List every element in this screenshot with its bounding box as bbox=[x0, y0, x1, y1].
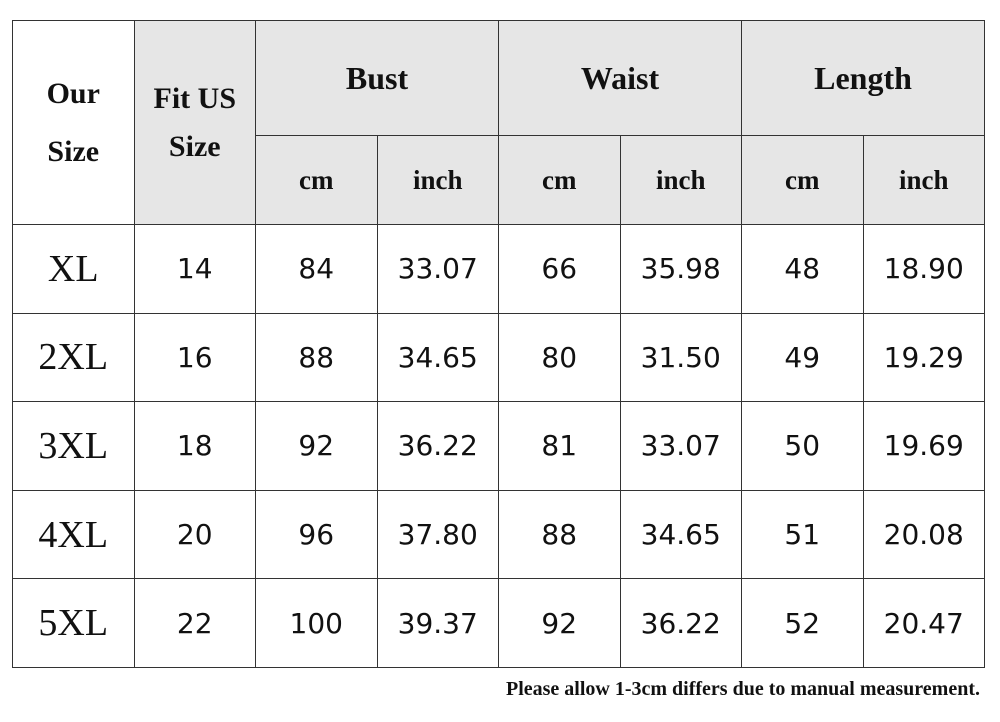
size-header: Our Size bbox=[12, 20, 135, 225]
fit-header: Fit US Size bbox=[133, 20, 256, 225]
data-cell: 22 bbox=[133, 578, 256, 668]
data-cell: 88 bbox=[255, 312, 378, 403]
data-cell: 66 bbox=[498, 224, 621, 314]
data-cell: 88 bbox=[498, 489, 621, 580]
data-cell: 36.22 bbox=[376, 401, 499, 491]
data-cell: 14 bbox=[133, 224, 256, 314]
size-cell: 3XL bbox=[12, 401, 135, 491]
footnote: Please allow 1-3cm differs due to manual… bbox=[505, 678, 980, 700]
data-cell: 31.50 bbox=[619, 312, 742, 403]
data-cell: 35.98 bbox=[619, 224, 742, 314]
data-cell: 49 bbox=[741, 312, 864, 403]
unit-header: inch bbox=[619, 135, 742, 225]
unit-header: inch bbox=[376, 135, 499, 225]
data-cell: 16 bbox=[133, 312, 256, 403]
data-cell: 51 bbox=[741, 489, 864, 580]
data-cell: 37.80 bbox=[376, 489, 499, 580]
data-cell: 39.37 bbox=[376, 578, 499, 668]
data-cell: 84 bbox=[255, 224, 378, 314]
fit-header-text: Fit US Size bbox=[153, 81, 237, 163]
group-header: Bust bbox=[255, 20, 499, 136]
data-cell: 50 bbox=[741, 401, 864, 491]
data-cell: 100 bbox=[255, 578, 378, 668]
header-row: Our Size Fit US Size Bust Waist Length bbox=[12, 20, 985, 225]
table-row: 5XL 22 100 39.37 92 36.22 52 20.47 bbox=[12, 578, 985, 668]
table-row: 4XL 20 96 37.80 88 34.65 51 20.08 bbox=[12, 489, 985, 580]
unit-header: cm bbox=[741, 135, 864, 225]
data-cell: 20 bbox=[133, 489, 256, 580]
size-cell: XL bbox=[12, 224, 135, 314]
group-header: Length bbox=[741, 20, 985, 136]
data-cell: 96 bbox=[255, 489, 378, 580]
unit-header: inch bbox=[862, 135, 985, 225]
size-cell: 5XL bbox=[12, 578, 135, 668]
group-header: Waist bbox=[498, 20, 742, 136]
size-header-text: Our Size bbox=[46, 76, 100, 168]
size-table: Our Size Fit US Size Bust Waist Length c… bbox=[12, 20, 985, 668]
data-cell: 20.08 bbox=[862, 489, 985, 580]
table-row: 3XL 18 92 36.22 81 33.07 50 19.69 bbox=[12, 401, 985, 491]
data-cell: 48 bbox=[741, 224, 864, 314]
data-cell: 33.07 bbox=[376, 224, 499, 314]
data-cell: 52 bbox=[741, 578, 864, 668]
table-body: XL 14 84 33.07 66 35.98 48 18.90 2XL 16 88 34.65 80 3… bbox=[12, 224, 985, 668]
size-cell: 4XL bbox=[12, 489, 135, 580]
data-cell: 18.90 bbox=[862, 224, 985, 314]
data-cell: 36.22 bbox=[619, 578, 742, 668]
data-cell: 92 bbox=[255, 401, 378, 491]
data-cell: 80 bbox=[498, 312, 621, 403]
table-row: XL 14 84 33.07 66 35.98 48 18.90 bbox=[12, 224, 985, 314]
data-cell: 34.65 bbox=[619, 489, 742, 580]
data-cell: 19.69 bbox=[862, 401, 985, 491]
data-cell: 19.29 bbox=[862, 312, 985, 403]
data-cell: 20.47 bbox=[862, 578, 985, 668]
size-cell: 2XL bbox=[12, 312, 135, 403]
data-cell: 81 bbox=[498, 401, 621, 491]
data-cell: 33.07 bbox=[619, 401, 742, 491]
data-cell: 34.65 bbox=[376, 312, 499, 403]
unit-header: cm bbox=[255, 135, 378, 225]
data-cell: 92 bbox=[498, 578, 621, 668]
unit-header: cm bbox=[498, 135, 621, 225]
data-cell: 18 bbox=[133, 401, 256, 491]
unit-row: cm inch cm inch cm inch bbox=[13, 135, 985, 225]
table-row: 2XL 16 88 34.65 80 31.50 49 19.29 bbox=[12, 312, 985, 403]
